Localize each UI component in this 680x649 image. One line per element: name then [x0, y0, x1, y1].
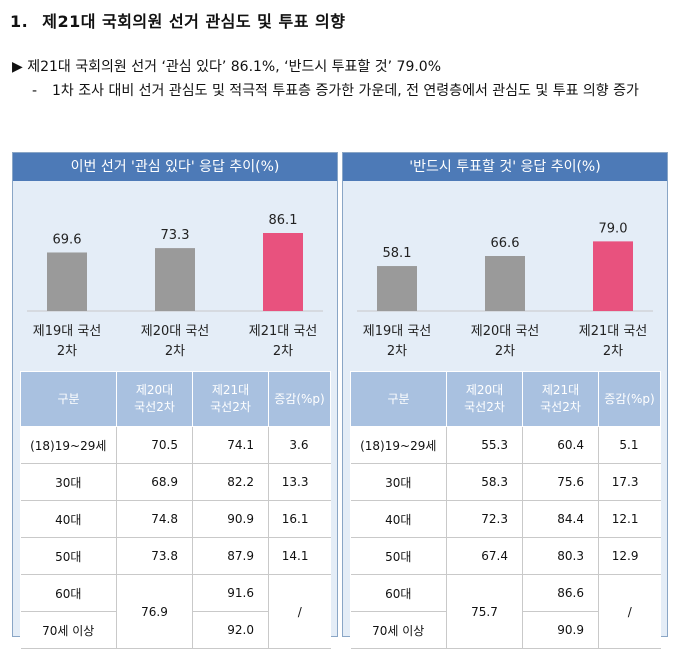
table-header-20th: 제20대 국선2차 [446, 371, 523, 427]
table-header-change: 증감(%p) [268, 371, 331, 427]
chart-data-label: 79.0 [599, 221, 628, 236]
chart-data-label: 86.1 [269, 213, 298, 228]
table-row: 30대 68.9 82.2 13.3 [20, 463, 331, 501]
section-number: 1. [10, 12, 29, 31]
table-row: 70세 이상 90.9 [350, 611, 661, 649]
merged-20th-value: 75.7 [446, 574, 523, 649]
interest-panel: 이번 선거 '관심 있다' 응답 추이(%) 69.6 제19대 국선 2차 73.3… [12, 152, 338, 649]
table-header-20th: 제20대 국선2차 [116, 371, 193, 427]
table-row: 30대 58.3 75.6 17.3 [350, 463, 661, 501]
chart-category-label: 제20대 국선 [471, 324, 540, 339]
table-row: (18)19~29세 70.5 74.1 3.6 [20, 426, 331, 464]
section-heading: 1. 제21대 국회의원 선거 관심도 및 투표 의향 [10, 8, 345, 32]
summary-line: ▶ 제21대 국회의원 선거 ‘관심 있다’ 86.1%, ‘반드시 투표할 것… [12, 56, 441, 76]
chart-category-label: 제21대 국선 [249, 324, 318, 339]
chart-bar [155, 248, 195, 311]
merged-change-value: / [268, 574, 331, 649]
merged-change-value: / [598, 574, 661, 649]
interest-chart-svg: 69.6 제19대 국선 2차 73.3 제20대 국선 2차 86.1 제21대 국선 2차 [27, 213, 323, 359]
table-header-category: 구분 [20, 371, 117, 427]
chart-category-label: 2차 [387, 344, 407, 359]
table-row: 50대 67.4 80.3 12.9 [350, 537, 661, 575]
summary-detail: - 1차 조사 대비 선거 관심도 및 적극적 투표층 증가한 가운데, 전 연… [32, 80, 672, 103]
table-row: 40대 74.8 90.9 16.1 [20, 500, 331, 538]
interest-chart-title: 이번 선거 '관심 있다' 응답 추이(%) [13, 153, 337, 181]
dash-bullet: - [32, 83, 38, 99]
table-row: (18)19~29세 55.3 60.4 5.1 [350, 426, 661, 464]
table-row: 60대 76.9 91.6 / [20, 574, 331, 649]
vote-chart: 58.1 제19대 국선 2차 66.6 제20대 국선 2차 79.0 제21대 국선 2차 [343, 181, 667, 511]
chart-data-label: 66.6 [491, 236, 520, 251]
chart-data-label: 73.3 [161, 228, 190, 243]
chart-category-label: 제19대 국선 [363, 324, 432, 339]
chart-bar [377, 266, 417, 311]
chart-category-label: 2차 [495, 344, 515, 359]
table-header-21st: 제21대 국선2차 [522, 371, 599, 427]
table-row: 70세 이상 92.0 [20, 611, 331, 649]
table-row: 40대 72.3 84.4 12.1 [350, 500, 661, 538]
chart-category-label: 2차 [273, 344, 293, 359]
vote-intent-panel: '반드시 투표할 것' 응답 추이(%) 58.1 제19대 국선 2차 66.6 제2… [342, 152, 668, 649]
interest-table: 구분 제20대 국선2차 제21대 국선2차 증감(%p) (18)19~29세 70… [20, 371, 331, 649]
chart-category-label: 제20대 국선 [141, 324, 210, 339]
summary-detail-text: 1차 조사 대비 선거 관심도 및 적극적 투표층 증가한 가운데, 전 연령층… [52, 83, 639, 99]
chart-data-label: 58.1 [383, 246, 412, 261]
vote-table: 구분 제20대 국선2차 제21대 국선2차 증감(%p) (18)19~29세 55… [350, 371, 661, 649]
merged-20th-value: 76.9 [116, 574, 193, 649]
table-row: 60대 75.7 86.6 / [350, 574, 661, 649]
summary-text: 제21대 국회의원 선거 ‘관심 있다’ 86.1%, ‘반드시 투표할 것’ … [27, 59, 442, 75]
chart-bar [485, 256, 525, 311]
vote-chart-svg: 58.1 제19대 국선 2차 66.6 제20대 국선 2차 79.0 제21대 국선 2차 [357, 221, 653, 359]
chart-bar [593, 241, 633, 311]
chart-bar [47, 252, 87, 311]
chart-category-label: 2차 [165, 344, 185, 359]
table-header-category: 구분 [350, 371, 447, 427]
chart-category-label: 2차 [603, 344, 623, 359]
chart-data-label: 69.6 [53, 232, 82, 247]
interest-chart: 69.6 제19대 국선 2차 73.3 제20대 국선 2차 86.1 제21대 국선 2차 [13, 181, 337, 511]
table-row: 50대 73.8 87.9 14.1 [20, 537, 331, 575]
table-header-21st: 제21대 국선2차 [192, 371, 269, 427]
chart-bar [263, 233, 303, 311]
triangle-bullet-icon: ▶ [12, 59, 23, 75]
chart-category-label: 제21대 국선 [579, 324, 648, 339]
vote-chart-title: '반드시 투표할 것' 응답 추이(%) [343, 153, 667, 181]
section-title: 제21대 국회의원 선거 관심도 및 투표 의향 [42, 12, 346, 31]
table-header-change: 증감(%p) [598, 371, 661, 427]
chart-category-label: 2차 [57, 344, 77, 359]
chart-category-label: 제19대 국선 [33, 324, 102, 339]
